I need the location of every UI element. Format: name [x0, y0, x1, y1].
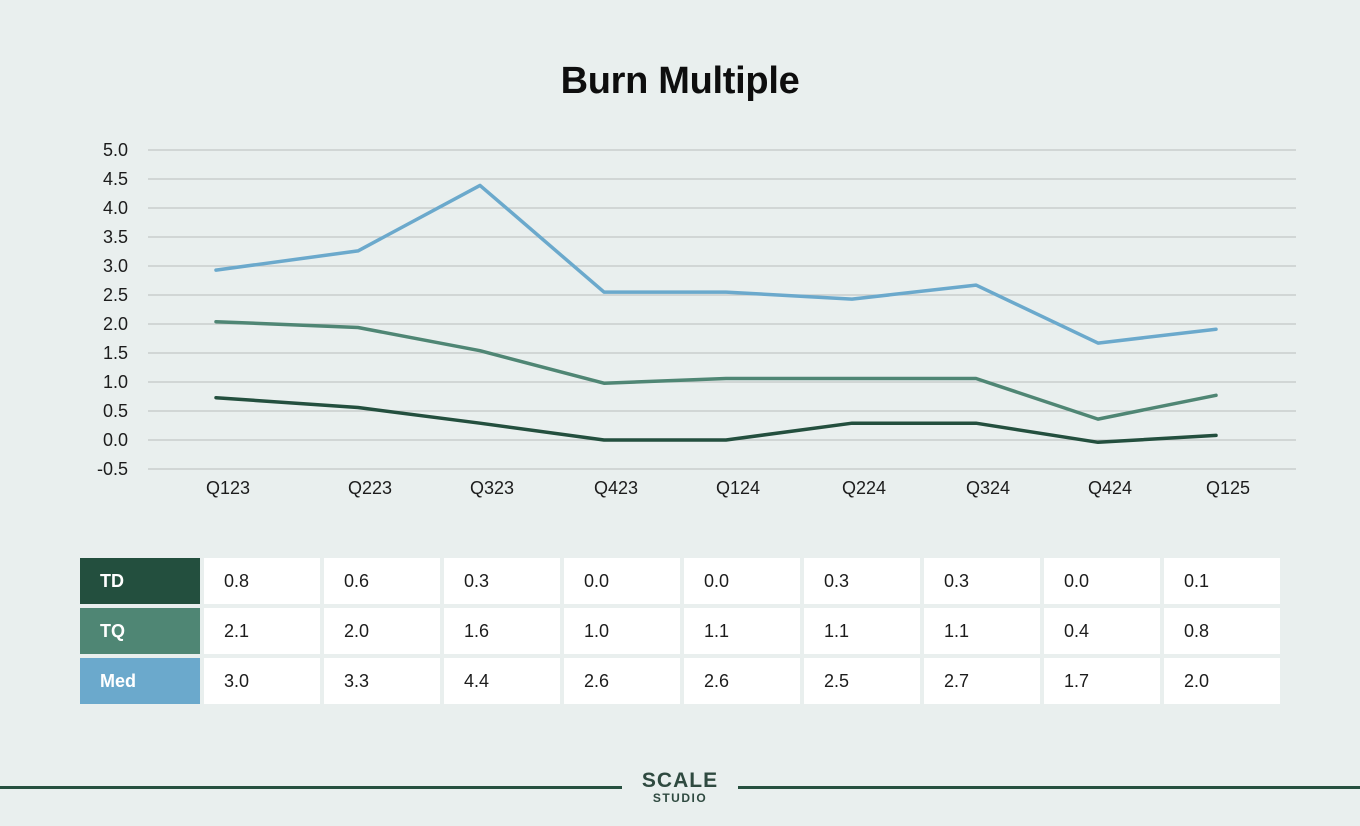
- x-tick-label: Q224: [842, 478, 886, 498]
- x-tick-label: Q424: [1088, 478, 1132, 498]
- table-cell: 0.4: [1044, 608, 1160, 654]
- row-label: TD: [80, 558, 200, 604]
- table-cell: 0.3: [444, 558, 560, 604]
- x-tick-label: Q124: [716, 478, 760, 498]
- row-label: TQ: [80, 608, 200, 654]
- x-tick-label: Q323: [470, 478, 514, 498]
- table-cell: 2.0: [324, 608, 440, 654]
- y-axis-ticks: 5.0 4.5 4.0 3.5 3.0 2.5 2.0 1.5 1.0 0.5 0.0 -0.5: [97, 140, 128, 479]
- table-cell: 0.3: [804, 558, 920, 604]
- table-cell: 2.6: [564, 658, 680, 704]
- table-cell: 2.7: [924, 658, 1040, 704]
- table-cell: 0.1: [1164, 558, 1280, 604]
- y-tick-label: 0.5: [103, 401, 128, 421]
- footer-rule-left: [0, 786, 622, 789]
- x-tick-label: Q125: [1206, 478, 1250, 498]
- logo-sub-text: STUDIO: [652, 791, 708, 805]
- table-cell: 0.6: [324, 558, 440, 604]
- grid-lines: [148, 149, 1296, 470]
- table-cell: 4.4: [444, 658, 560, 704]
- table-cell: 1.6: [444, 608, 560, 654]
- x-tick-label: Q223: [348, 478, 392, 498]
- table-row-tq: TQ 2.1 2.0 1.6 1.0 1.1 1.1 1.1 0.4 0.8: [80, 608, 1280, 654]
- y-tick-label: 3.0: [103, 256, 128, 276]
- series-line-td: [214, 395, 1218, 445]
- chart-title: Burn Multiple: [560, 60, 800, 102]
- table-cell: 1.1: [684, 608, 800, 654]
- table-row-td: TD 0.8 0.6 0.3 0.0 0.0 0.3 0.3 0.0 0.1: [80, 558, 1280, 604]
- y-tick-label: 5.0: [103, 140, 128, 160]
- table-cell: 0.0: [564, 558, 680, 604]
- y-tick-label: 2.0: [103, 314, 128, 334]
- series-line-med: [214, 183, 1218, 345]
- y-tick-label: 1.0: [103, 372, 128, 392]
- table-cell: 2.5: [804, 658, 920, 704]
- table-cell: 0.8: [1164, 608, 1280, 654]
- table-cell: 0.8: [204, 558, 320, 604]
- table-cell: 3.3: [324, 658, 440, 704]
- table-cell: 2.6: [684, 658, 800, 704]
- table-cell: 1.1: [924, 608, 1040, 654]
- series-line-tq: [214, 319, 1218, 421]
- table-cell: 2.0: [1164, 658, 1280, 704]
- data-table: TD 0.8 0.6 0.3 0.0 0.0 0.3 0.3 0.0 0.1 TQ 2.1 2.0 1.6…: [76, 554, 1284, 708]
- table-row-med: Med 3.0 3.3 4.4 2.6 2.6 2.5 2.7 1.7 2.0: [80, 658, 1280, 704]
- table-cell: 3.0: [204, 658, 320, 704]
- table-cell: 1.1: [804, 608, 920, 654]
- y-tick-label: 4.0: [103, 198, 128, 218]
- logo-main-text: SCALE: [641, 769, 719, 792]
- footer-rule-right: [738, 786, 1360, 789]
- table-cell: 1.7: [1044, 658, 1160, 704]
- y-tick-label: 4.5: [103, 169, 128, 189]
- y-tick-label: 3.5: [103, 227, 128, 247]
- y-tick-label: 1.5: [103, 343, 128, 363]
- x-tick-label: Q123: [206, 478, 250, 498]
- table-cell: 0.0: [684, 558, 800, 604]
- table-cell: 2.1: [204, 608, 320, 654]
- x-axis-ticks: Q123 Q223 Q323 Q423 Q124 Q224 Q324 Q424 Q125: [206, 478, 1250, 498]
- line-chart: 5.0 4.5 4.0 3.5 3.0 2.5 2.0 1.5 1.0 0.5 0.0 -0.5 Q1…: [97, 140, 1296, 498]
- table-cell: 0.3: [924, 558, 1040, 604]
- scale-studio-logo: SCALE STUDIO: [622, 770, 738, 805]
- row-label: Med: [80, 658, 200, 704]
- y-tick-label: 0.0: [103, 430, 128, 450]
- x-tick-label: Q423: [594, 478, 638, 498]
- table-cell: 0.0: [1044, 558, 1160, 604]
- x-tick-label: Q324: [966, 478, 1010, 498]
- y-tick-label: -0.5: [97, 459, 128, 479]
- series-lines: [214, 183, 1218, 445]
- table-cell: 1.0: [564, 608, 680, 654]
- y-tick-label: 2.5: [103, 285, 128, 305]
